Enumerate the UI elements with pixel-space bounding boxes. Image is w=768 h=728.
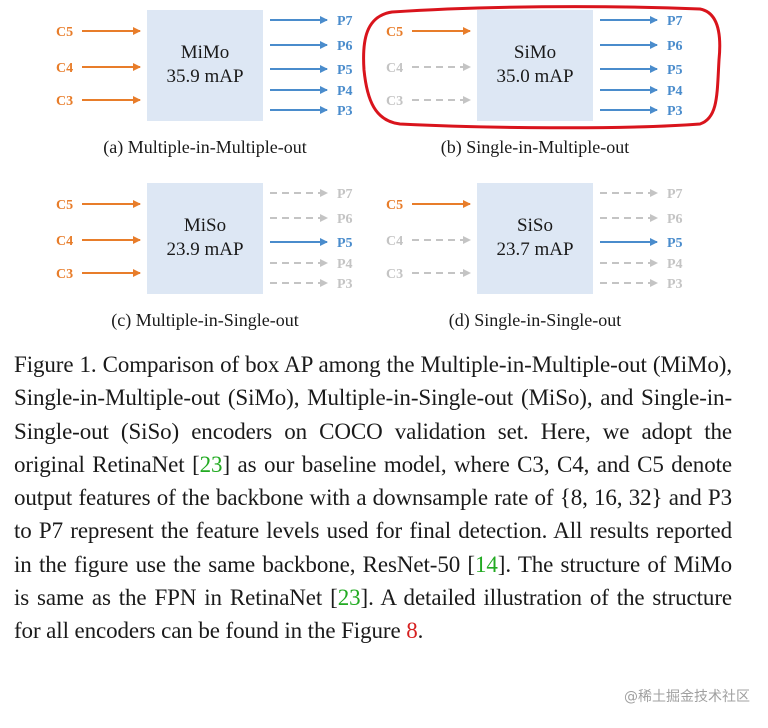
panel-b: SiMo 35.0 mAP C5 C4 C3 P7 P6 P5 P4 P3 (b) Single-i… <box>362 5 722 158</box>
output-label-p3: P3 <box>667 277 683 292</box>
panel-c: MiSo 23.9 mAP C5 C4 C3 P7 P6 P5 P4 P3 (c) Multiple… <box>56 183 353 331</box>
encoder-map-score: 23.9 mAP <box>166 239 243 260</box>
input-label-c5: C5 <box>386 25 403 40</box>
panel-caption: (d) Single-in-Single-out <box>449 310 621 331</box>
input-label-c5: C5 <box>56 25 73 40</box>
citation-link-23-second[interactable]: 23 <box>337 585 361 611</box>
input-label-c3: C3 <box>386 94 403 109</box>
caption-text-5: . <box>417 618 424 644</box>
output-label-p6: P6 <box>337 39 353 54</box>
caption-text-2: ] as our baseline model, where C3, C4, a… <box>14 451 732 577</box>
output-label-p5: P5 <box>667 236 683 251</box>
panel-caption: (b) Single-in-Multiple-out <box>441 137 629 158</box>
citation-link-23[interactable]: 23 <box>199 451 223 477</box>
output-label-p4: P4 <box>667 257 683 272</box>
figure-caption: Figure 1. Comparison of box AP among the… <box>14 348 732 648</box>
encoder-box <box>147 183 263 294</box>
output-label-p6: P6 <box>667 39 683 54</box>
encoder-box <box>477 183 593 294</box>
input-label-c3: C3 <box>56 267 73 282</box>
input-label-c3: C3 <box>56 94 73 109</box>
input-label-c4: C4 <box>386 234 403 249</box>
caption-text-4: ]. A detailed illustration of the struct… <box>14 585 732 644</box>
output-label-p7: P7 <box>667 187 683 202</box>
caption-text-3: ]. The structure of MiMo is same as the … <box>14 551 732 611</box>
watermark: @稀土掘金技术社区 <box>624 689 750 705</box>
citation-link-14[interactable]: 14 <box>474 551 498 577</box>
output-label-p4: P4 <box>337 84 353 99</box>
panel-caption: (c) Multiple-in-Single-out <box>111 310 298 331</box>
encoder-name: MiMo <box>181 42 230 63</box>
input-label-c5: C5 <box>386 198 403 213</box>
input-label-c5: C5 <box>56 198 73 213</box>
panel-d: SiSo 23.7 mAP C5 C4 C3 P7 P6 P5 P4 P3 (d) Single-i… <box>386 183 683 331</box>
input-label-c4: C4 <box>56 234 73 249</box>
encoder-box <box>147 10 263 121</box>
output-label-p3: P3 <box>337 104 353 119</box>
panel-a: MiMo 35.9 mAP C5 C4 C3 P7 P6 P5 P4 P3 (a) Multiple… <box>56 10 353 158</box>
output-label-p6: P6 <box>337 212 353 227</box>
output-label-p7: P7 <box>337 187 353 202</box>
input-label-c3: C3 <box>386 267 403 282</box>
output-label-p5: P5 <box>337 236 353 251</box>
encoder-name: SiMo <box>514 42 556 63</box>
panel-caption: (a) Multiple-in-Multiple-out <box>103 137 306 158</box>
input-label-c4: C4 <box>386 61 403 76</box>
encoder-comparison-figure: MiMo 35.9 mAP C5 C4 C3 P7 P6 P5 P4 P3 (a) Multiple… <box>56 5 722 331</box>
output-label-p3: P3 <box>337 277 353 292</box>
output-label-p3: P3 <box>667 104 683 119</box>
encoder-name: SiSo <box>517 215 553 236</box>
output-label-p7: P7 <box>337 14 353 29</box>
output-label-p5: P5 <box>337 63 353 78</box>
output-label-p7: P7 <box>667 14 683 29</box>
encoder-map-score: 35.0 mAP <box>496 66 573 87</box>
input-label-c4: C4 <box>56 61 73 76</box>
highlight-outline <box>362 5 722 130</box>
figure-link-8[interactable]: 8 <box>406 618 418 644</box>
encoder-name: MiSo <box>184 215 226 236</box>
output-label-p6: P6 <box>667 212 683 227</box>
encoder-map-score: 23.7 mAP <box>496 239 573 260</box>
output-label-p4: P4 <box>667 84 683 99</box>
encoder-map-score: 35.9 mAP <box>166 66 243 87</box>
encoder-box <box>477 10 593 121</box>
caption-text-1: Figure 1. Comparison of box AP among the… <box>14 352 732 477</box>
output-label-p4: P4 <box>337 257 353 272</box>
output-label-p5: P5 <box>667 63 683 78</box>
